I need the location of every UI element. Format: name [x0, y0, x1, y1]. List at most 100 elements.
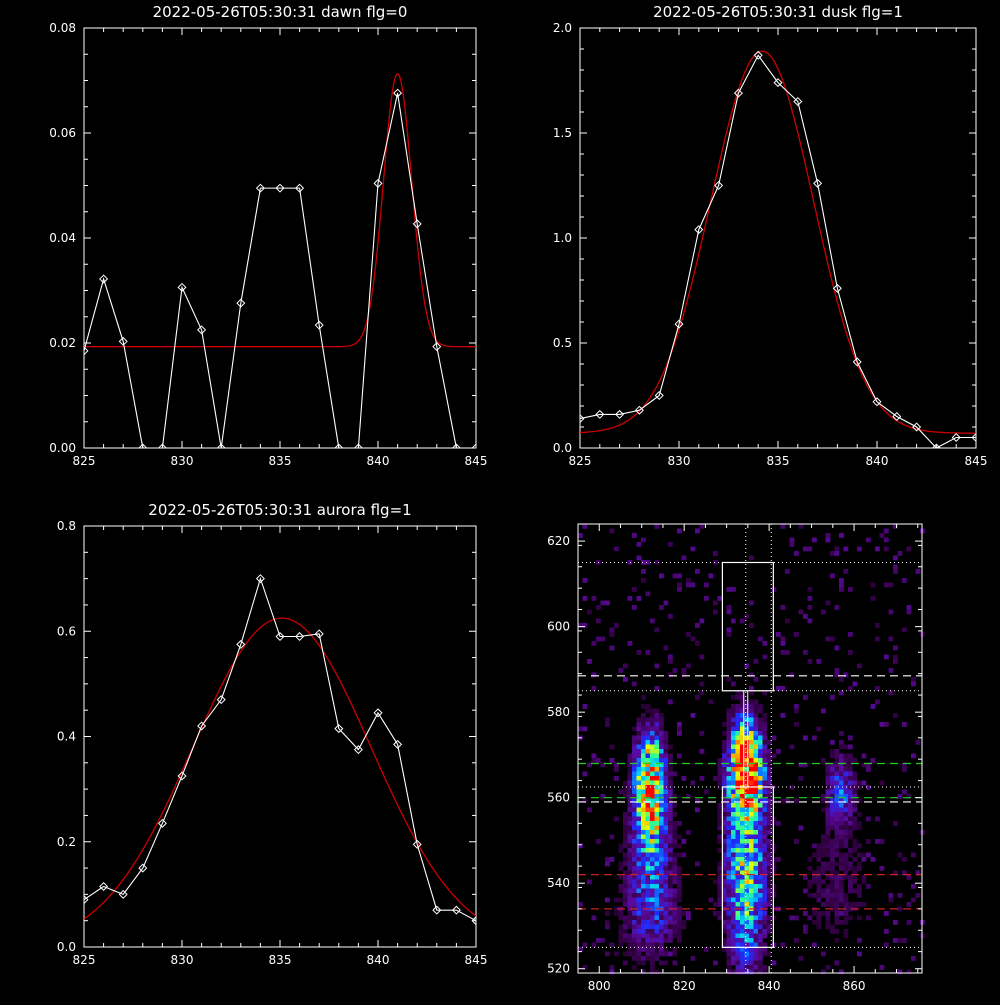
heatmap-cell — [717, 825, 723, 831]
y-tick-label: 0.08 — [49, 21, 76, 35]
heatmap-cell — [893, 870, 898, 876]
heatmap-cell — [614, 546, 619, 552]
heatmap-cell — [744, 740, 750, 745]
heatmap-cell — [839, 861, 844, 867]
heatmap-cell — [641, 870, 646, 876]
heatmap-cell — [834, 762, 840, 768]
heatmap-cell — [812, 875, 817, 880]
heatmap-cell — [645, 744, 651, 750]
heatmap-cell — [627, 830, 633, 835]
heatmap-cell — [744, 933, 750, 939]
heatmap-cell — [731, 776, 736, 781]
data-point — [373, 178, 383, 188]
heatmap-cell — [749, 767, 754, 772]
heatmap-cell — [740, 704, 745, 709]
heatmap-cell — [780, 605, 786, 610]
heatmap-cell — [753, 857, 759, 862]
heatmap-cell — [758, 708, 763, 714]
heatmap-cell — [668, 798, 673, 804]
heatmap-cell — [663, 749, 669, 754]
heatmap-cell — [843, 857, 849, 862]
heatmap-cell — [735, 798, 741, 804]
heatmap-cell — [767, 861, 772, 867]
heatmap-cell — [726, 722, 732, 727]
heatmap-cell — [654, 708, 660, 714]
heatmap-cell — [632, 924, 637, 930]
heatmap-cell — [632, 821, 637, 826]
heatmap-cell — [830, 929, 835, 934]
heatmap-cell — [717, 758, 723, 763]
heatmap-cell — [726, 717, 732, 723]
data-point — [813, 178, 823, 188]
heatmap-cell — [825, 825, 831, 831]
heatmap-cell — [636, 933, 642, 939]
heatmap-cell — [731, 938, 736, 943]
heatmap-cell — [614, 623, 619, 628]
heatmap-cell — [632, 834, 637, 840]
heatmap-cell — [753, 834, 759, 840]
heatmap-cell — [830, 879, 835, 885]
heatmap-cell — [762, 740, 768, 745]
heatmap-cell — [627, 848, 633, 853]
heatmap-cell — [650, 893, 655, 898]
heatmap-cell — [641, 713, 646, 718]
heatmap-cell — [632, 852, 637, 858]
heatmap-cell — [816, 911, 822, 916]
heatmap-cell — [762, 879, 768, 885]
heatmap-cell — [839, 767, 844, 772]
heatmap-cell — [753, 807, 759, 813]
heatmap-cell — [852, 839, 858, 844]
heatmap-cell — [753, 902, 759, 907]
heatmap-cell — [645, 560, 651, 565]
heatmap-cell — [713, 960, 718, 966]
heatmap-cell — [636, 812, 642, 817]
heatmap-cell — [753, 960, 759, 966]
heatmap-cell — [654, 897, 660, 903]
heatmap-cell — [659, 951, 664, 957]
heatmap-cell — [825, 884, 831, 889]
heatmap-cell — [902, 627, 907, 633]
data-point — [177, 771, 187, 781]
heatmap-cell — [654, 834, 660, 840]
heatmap-cell — [641, 789, 646, 795]
heatmap-cell — [726, 920, 732, 925]
heatmap-cell — [839, 902, 844, 907]
heatmap-cell — [717, 870, 723, 876]
heatmap-cell — [726, 776, 732, 781]
heatmap-cell — [659, 830, 664, 835]
heatmap-cell — [911, 852, 916, 858]
heatmap-cell — [839, 753, 844, 759]
heatmap-cell — [641, 762, 646, 768]
heatmap-cell — [609, 744, 615, 750]
heatmap-cell — [767, 884, 772, 889]
heatmap-cell — [726, 911, 732, 916]
heatmap-cell — [843, 839, 849, 844]
fit-curve — [84, 617, 476, 920]
heatmap-cell — [659, 726, 664, 732]
heatmap-cell — [839, 794, 844, 799]
heatmap-cell — [848, 776, 853, 781]
data-point — [615, 409, 625, 419]
heatmap-cell — [762, 789, 768, 795]
heatmap-cell — [650, 942, 655, 948]
heatmap-cell — [852, 681, 858, 687]
heatmap-cell — [636, 776, 642, 781]
heatmap-cell — [659, 807, 664, 813]
heatmap-cell — [618, 897, 624, 903]
heatmap-cell — [686, 578, 691, 583]
heatmap-cell — [722, 884, 727, 889]
heatmap-cell — [627, 920, 633, 925]
heatmap-cell — [641, 704, 646, 709]
heatmap-cell — [897, 794, 903, 799]
data-point — [236, 639, 246, 649]
heatmap-cell — [857, 785, 862, 790]
heatmap-cell — [848, 884, 853, 889]
heatmap-cell — [722, 762, 727, 768]
heatmap-cell — [722, 924, 727, 930]
heatmap-cell — [893, 659, 898, 664]
data-point — [471, 916, 476, 926]
heatmap-cell — [717, 902, 723, 907]
heatmap-cell — [731, 771, 736, 777]
heatmap-cell — [591, 641, 597, 646]
